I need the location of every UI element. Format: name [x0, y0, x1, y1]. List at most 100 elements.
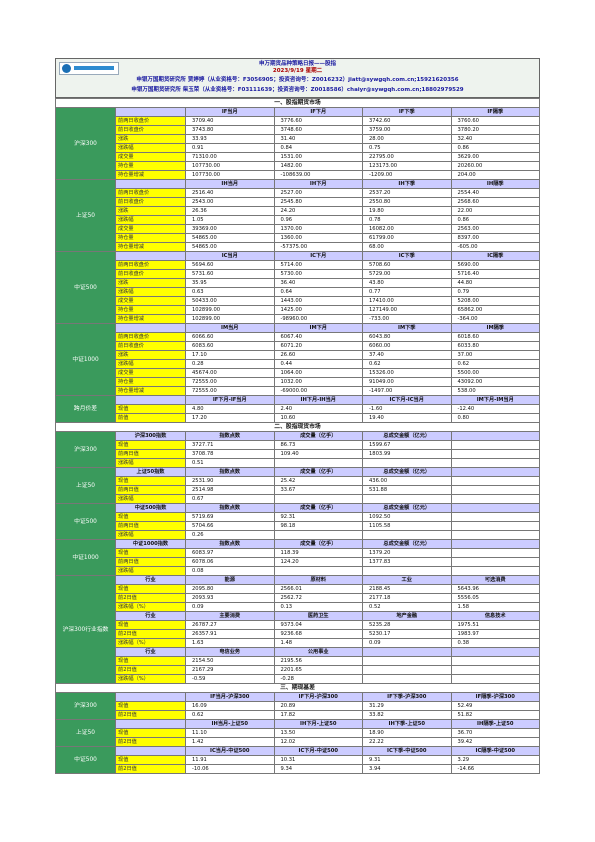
- column-header: [450, 647, 540, 657]
- row-label: 成交量: [115, 152, 186, 162]
- cell-value: 0.86: [450, 215, 540, 225]
- group-label: 上证50: [55, 719, 116, 747]
- cell-value: 0.64: [273, 287, 363, 297]
- cell-value: 12.02: [273, 737, 363, 747]
- cell-value: [273, 494, 363, 504]
- cell-value: 3743.80: [185, 125, 275, 135]
- column-header: IC下季-中证500: [362, 746, 452, 756]
- section-title: 三、期现基差: [55, 683, 540, 693]
- cell-value: [450, 656, 540, 666]
- table-row: 前日收盘价 2543.00 2545.80 2550.80 2568.60: [56, 197, 540, 207]
- logo: [59, 62, 119, 75]
- group-label: 沪深300行业指数: [55, 575, 116, 684]
- cell-value: 36.70: [450, 728, 540, 738]
- cell-value: [450, 548, 540, 558]
- row-label: 涨跌幅（%）: [115, 638, 186, 648]
- cell-value: 531.88: [362, 485, 452, 495]
- column-header: 成交量（亿手）: [273, 431, 363, 441]
- header-label: 行业: [115, 575, 186, 585]
- cell-value: [273, 530, 363, 540]
- cell-value: 2554.40: [450, 188, 540, 198]
- cell-value: 3.29: [450, 755, 540, 765]
- column-header: 原材料: [273, 575, 363, 585]
- column-header: 成交量（亿手）: [273, 539, 363, 549]
- group-label: 跨月价差: [55, 395, 116, 423]
- cell-value: 0.80: [450, 413, 540, 423]
- table-row: 成交量 71310.00 1531.00 22795.00 3629.00: [56, 152, 540, 162]
- cell-value: [273, 566, 363, 576]
- cell-value: -12.40: [450, 404, 540, 414]
- cell-value: 22.00: [450, 206, 540, 216]
- cell-value: -98960.00: [273, 314, 363, 324]
- cell-value: 5714.00: [273, 260, 363, 270]
- cell-value: 1482.00: [273, 161, 363, 171]
- cell-value: -605.00: [450, 242, 540, 252]
- table-row: 一、股指期货市场: [55, 98, 540, 108]
- header-label: 行业: [115, 611, 186, 621]
- table-row: 前两日收盘价 6066.60 6067.40 6043.80 6018.60: [56, 332, 540, 342]
- row-label: 涨跌幅: [115, 143, 186, 153]
- group-label: 沪深300: [55, 692, 116, 720]
- cell-value: 1983.97: [450, 629, 540, 639]
- cell-value: 6018.60: [450, 332, 540, 342]
- row-label: 前2日值: [115, 593, 186, 603]
- cell-value: 9.31: [362, 755, 452, 765]
- column-header: IC隔季-中证500: [450, 746, 540, 756]
- cell-value: 5731.60: [185, 269, 275, 279]
- header-label: [115, 107, 186, 117]
- table-row: 持仓量增减 102899.00 -98960.00 -733.00 -364.00: [56, 314, 540, 324]
- row-label: 现值: [115, 476, 186, 486]
- cell-value: 18.90: [362, 728, 452, 738]
- cell-value: 35.95: [185, 278, 275, 288]
- row-label: 前两日收盘价: [115, 260, 186, 270]
- row-label: 前2日值: [115, 737, 186, 747]
- cell-value: 11.10: [185, 728, 275, 738]
- table-row: 涨跌幅 0.26: [56, 530, 540, 540]
- table-row: 沪深300 IF当月-沪深300 IF下月-沪深300 IF下季-沪深300 IF隔季-…: [55, 692, 540, 720]
- cell-value: 118.39: [273, 548, 363, 558]
- row-label: 前两日值: [115, 521, 186, 531]
- cell-value: [362, 566, 452, 576]
- row-label: 成交量: [115, 224, 186, 234]
- cell-value: 72555.00: [185, 386, 275, 396]
- table-row: 持仓量增减 107730.00 -108639.00 -1209.00 204.00: [56, 170, 540, 180]
- row-label: 涨跌幅（%）: [115, 602, 186, 612]
- table-row: 前两日值 3708.78 109.40 1803.99: [56, 449, 540, 459]
- table-row: 前两日收盘价 3709.40 3776.60 3742.60 3760.60: [56, 116, 540, 126]
- cell-value: 2514.98: [185, 485, 275, 495]
- table-row: 持仓量 54865.00 1360.00 61799.00 8397.00: [56, 233, 540, 243]
- cell-value: 2537.20: [362, 188, 452, 198]
- row-label: 现值: [115, 512, 186, 522]
- cell-value: 6078.06: [185, 557, 275, 567]
- cell-value: 31.29: [362, 701, 452, 711]
- cell-value: 92.31: [273, 512, 363, 522]
- table-row: 成交量 50433.00 1443.00 17410.00 5208.00: [56, 296, 540, 306]
- cell-value: 2545.80: [273, 197, 363, 207]
- group-label: 沪深300: [55, 107, 116, 180]
- cell-value: [450, 512, 540, 522]
- table-row: 中证1000 中证1000指数 指数点数 成交量（亿手） 总成交金额（亿元）: [55, 539, 540, 576]
- cell-value: 2531.90: [185, 476, 275, 486]
- row-label: 涨跌幅: [115, 458, 186, 468]
- cell-value: [362, 674, 452, 684]
- cell-value: [450, 530, 540, 540]
- table-row: 沪深300 沪深300指数 指数点数 成交量（亿手） 总成交金额（亿元）: [55, 431, 540, 468]
- row-label: 现值: [115, 440, 186, 450]
- cell-value: [450, 449, 540, 459]
- table-row: 前两日值 2514.98 33.67 531.88: [56, 485, 540, 495]
- cell-value: 43.80: [362, 278, 452, 288]
- report-header: 申万期货品种策略日报——股指 2023/9/19 星期二 申银万国期货研究所 贾…: [55, 58, 540, 98]
- cell-value: 3629.00: [450, 152, 540, 162]
- cell-value: 19.80: [362, 206, 452, 216]
- column-header: 医药卫生: [273, 611, 363, 621]
- cell-value: 26.60: [273, 350, 363, 360]
- row-label: 持仓量: [115, 161, 186, 171]
- table-row: 涨跌幅 1.05 0.96 0.78 0.86: [56, 215, 540, 225]
- row-label: 现值: [115, 548, 186, 558]
- column-header: IM当月: [185, 323, 275, 333]
- cell-value: 26.36: [185, 206, 275, 216]
- cell-value: 51.82: [450, 710, 540, 720]
- column-header: 可选消费: [450, 575, 540, 585]
- cell-value: 2167.29: [185, 665, 275, 675]
- cell-value: 5208.00: [450, 296, 540, 306]
